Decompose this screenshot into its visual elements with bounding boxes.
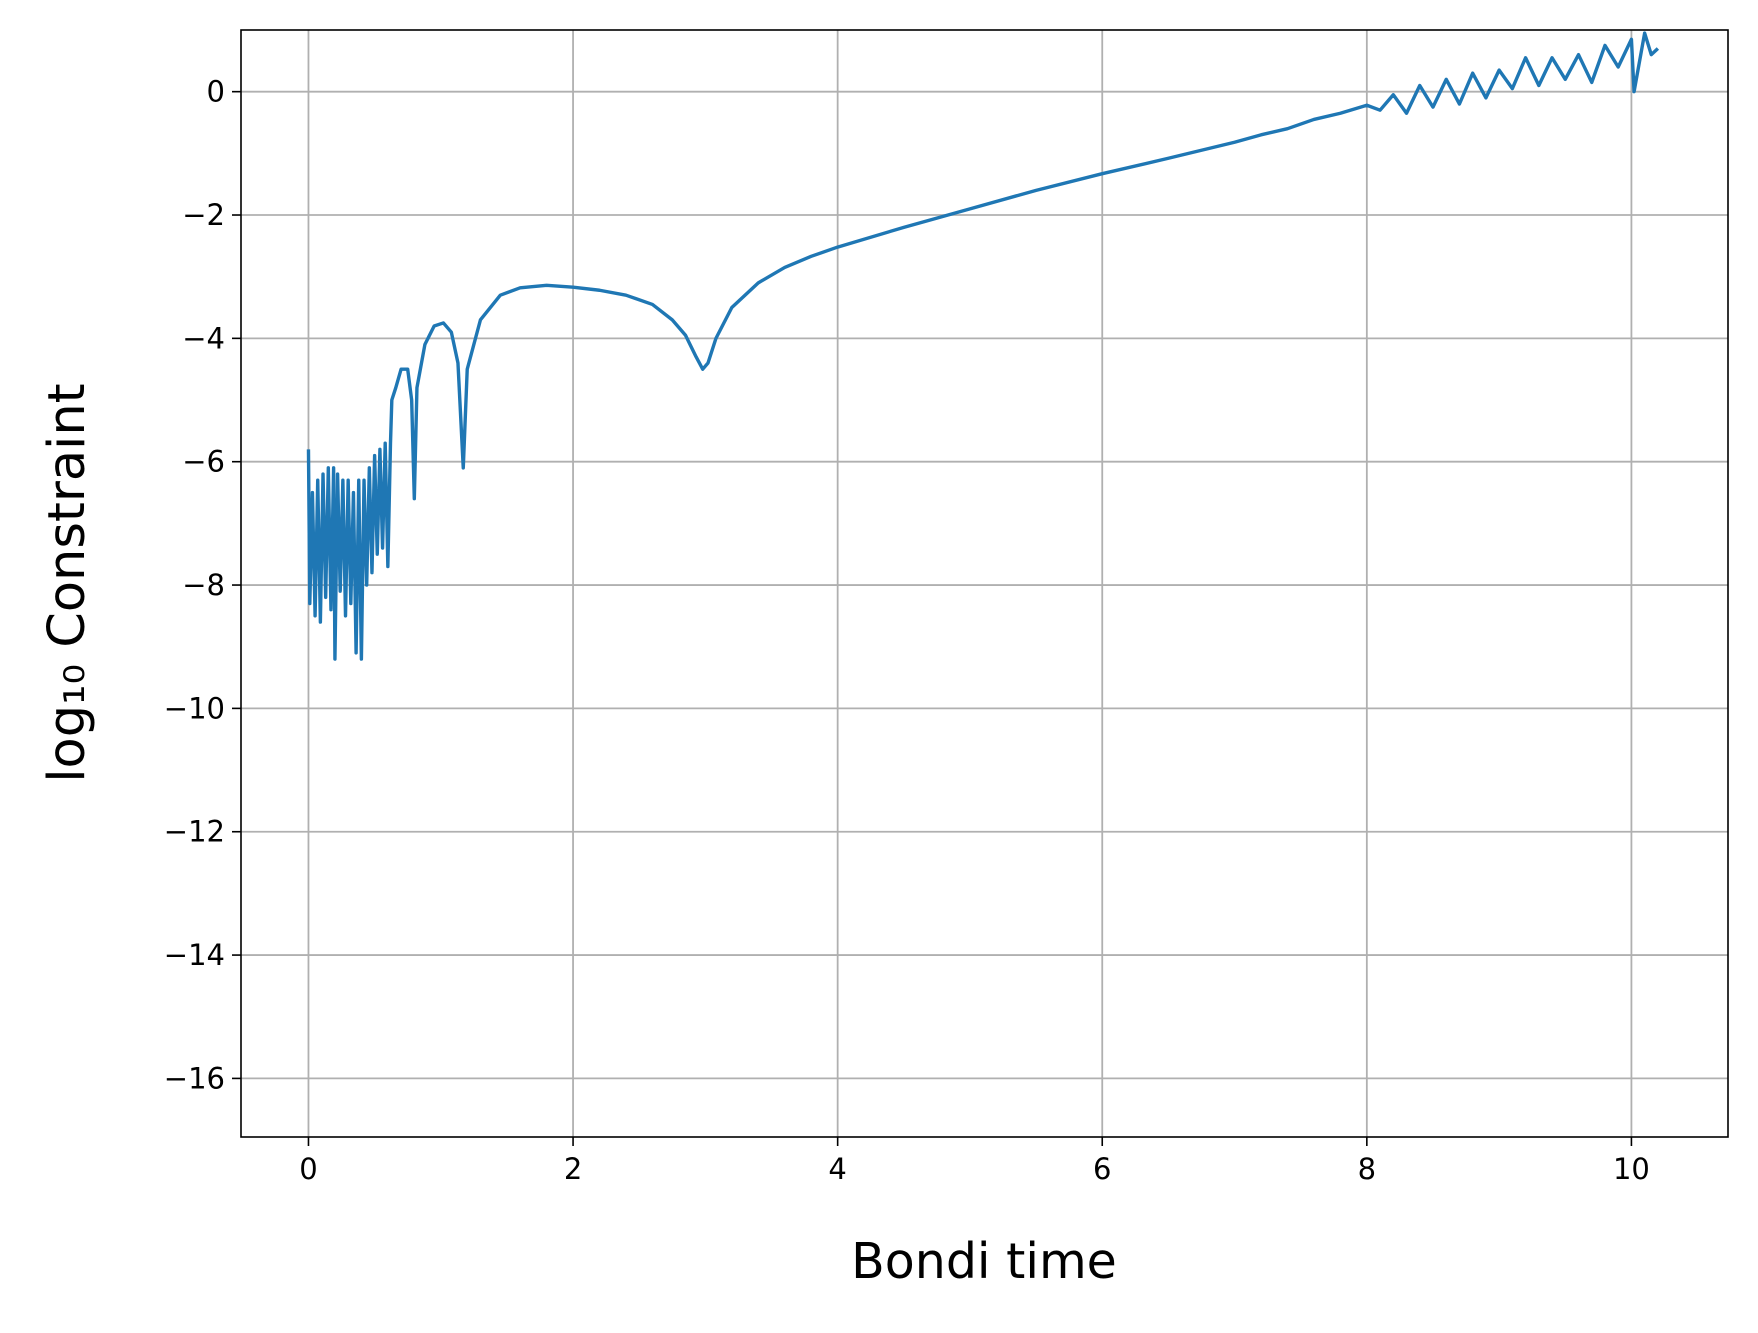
x-tick-label: 0	[299, 1152, 317, 1186]
x-axis-label: Bondi time	[851, 1233, 1117, 1290]
y-tick-label: −2	[182, 198, 225, 232]
y-axis-label: log₁₀ Constraint	[38, 383, 97, 782]
y-tick-label: −14	[164, 938, 225, 972]
y-tick-label: 0	[207, 75, 225, 109]
y-tick-label: −10	[164, 691, 225, 725]
x-tick-label: 8	[1358, 1152, 1376, 1186]
grid	[241, 30, 1728, 1137]
y-tick-label: −8	[182, 568, 225, 602]
y-tick-label: −16	[164, 1061, 225, 1095]
data-line	[306, 31, 1660, 661]
axes-frame	[240, 29, 1729, 1138]
x-tick-label: 2	[564, 1152, 582, 1186]
y-tick-label: −4	[182, 321, 225, 355]
x-tick-label: 6	[1093, 1152, 1111, 1186]
ticks: 0 2 4 6 8 10 0 −2 −4 −6 −8 −10 −12 −14 −16	[164, 75, 1650, 1186]
y-tick-label: −12	[164, 815, 225, 849]
x-tick-label: 4	[828, 1152, 846, 1186]
x-tick-label: 10	[1613, 1152, 1650, 1186]
plot-area	[306, 31, 1660, 661]
y-tick-label: −6	[182, 445, 225, 479]
